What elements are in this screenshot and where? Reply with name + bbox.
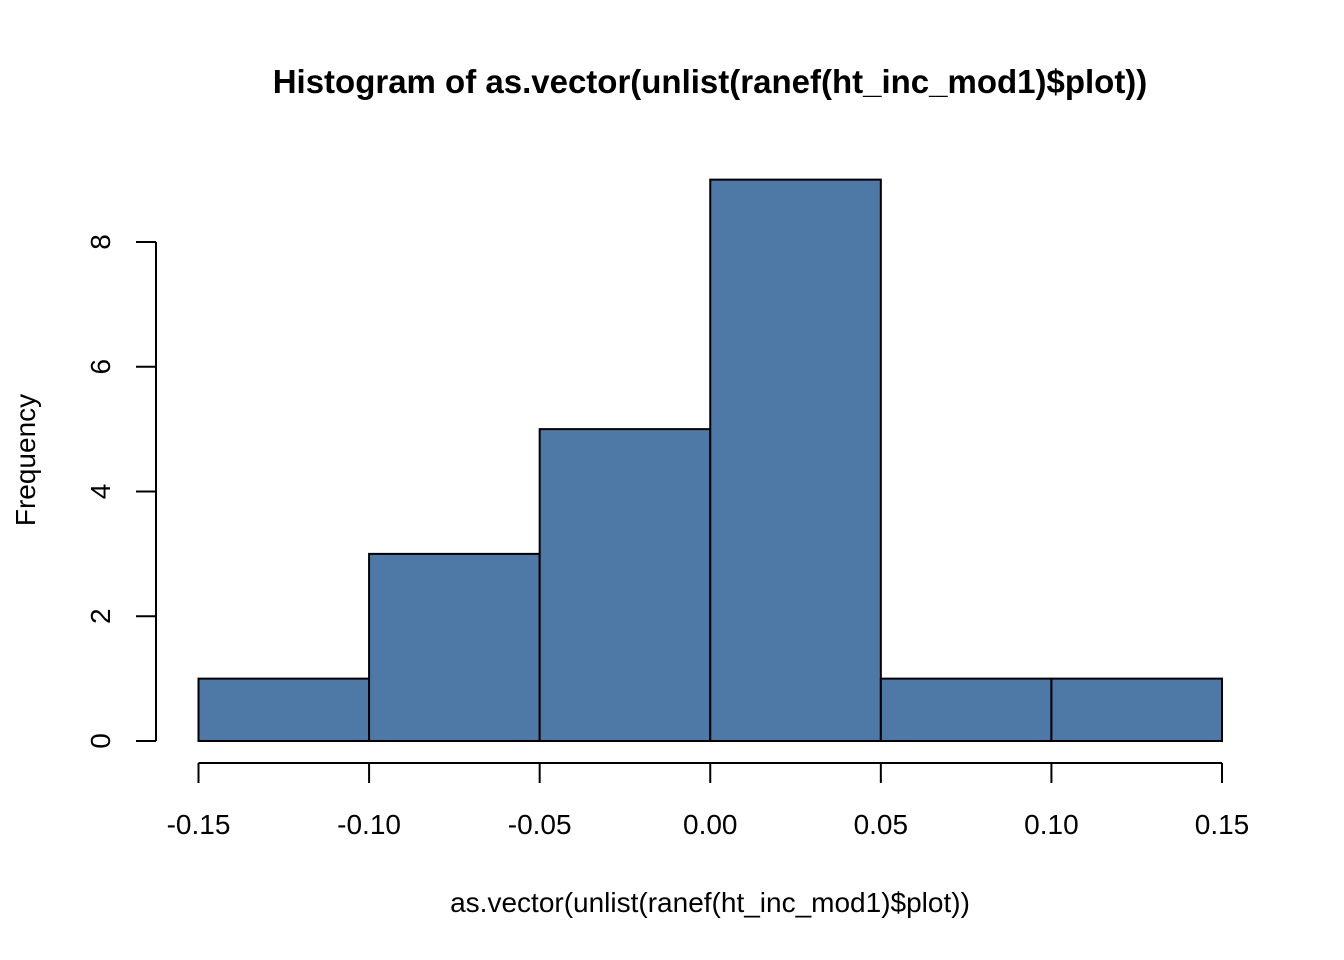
histogram-bar bbox=[1050, 677, 1223, 742]
bars-group bbox=[197, 178, 1223, 742]
histogram-bar bbox=[197, 677, 371, 742]
x-tick-label: -0.10 bbox=[337, 809, 401, 840]
y-tick-label: 2 bbox=[85, 608, 116, 624]
y-axis-label: Frequency bbox=[10, 394, 41, 526]
y-tick-label: 8 bbox=[85, 234, 116, 250]
histogram-bar bbox=[879, 677, 1053, 742]
x-tick-label: -0.15 bbox=[167, 809, 231, 840]
x-tick-label: -0.05 bbox=[508, 809, 572, 840]
x-tick-label: 0.10 bbox=[1024, 809, 1079, 840]
x-axis: -0.15 -0.10 -0.05 0.00 0.05 0.10 0.15 bbox=[167, 762, 1250, 840]
chart-title: Histogram of as.vector(unlist(ranef(ht_i… bbox=[273, 63, 1148, 100]
y-axis: 0 2 4 6 8 bbox=[85, 234, 157, 749]
histogram-bar bbox=[709, 178, 882, 742]
x-tick-label: 0.05 bbox=[854, 809, 909, 840]
x-tick-label: 0.15 bbox=[1195, 809, 1250, 840]
y-tick-label: 4 bbox=[85, 484, 116, 500]
y-tick-label: 6 bbox=[85, 359, 116, 375]
histogram-bar bbox=[538, 428, 712, 742]
y-tick-label: 0 bbox=[85, 733, 116, 749]
x-tick-label: 0.00 bbox=[683, 809, 738, 840]
x-axis-label: as.vector(unlist(ranef(ht_inc_mod1)$plot… bbox=[450, 887, 970, 918]
histogram-bar bbox=[368, 552, 541, 742]
